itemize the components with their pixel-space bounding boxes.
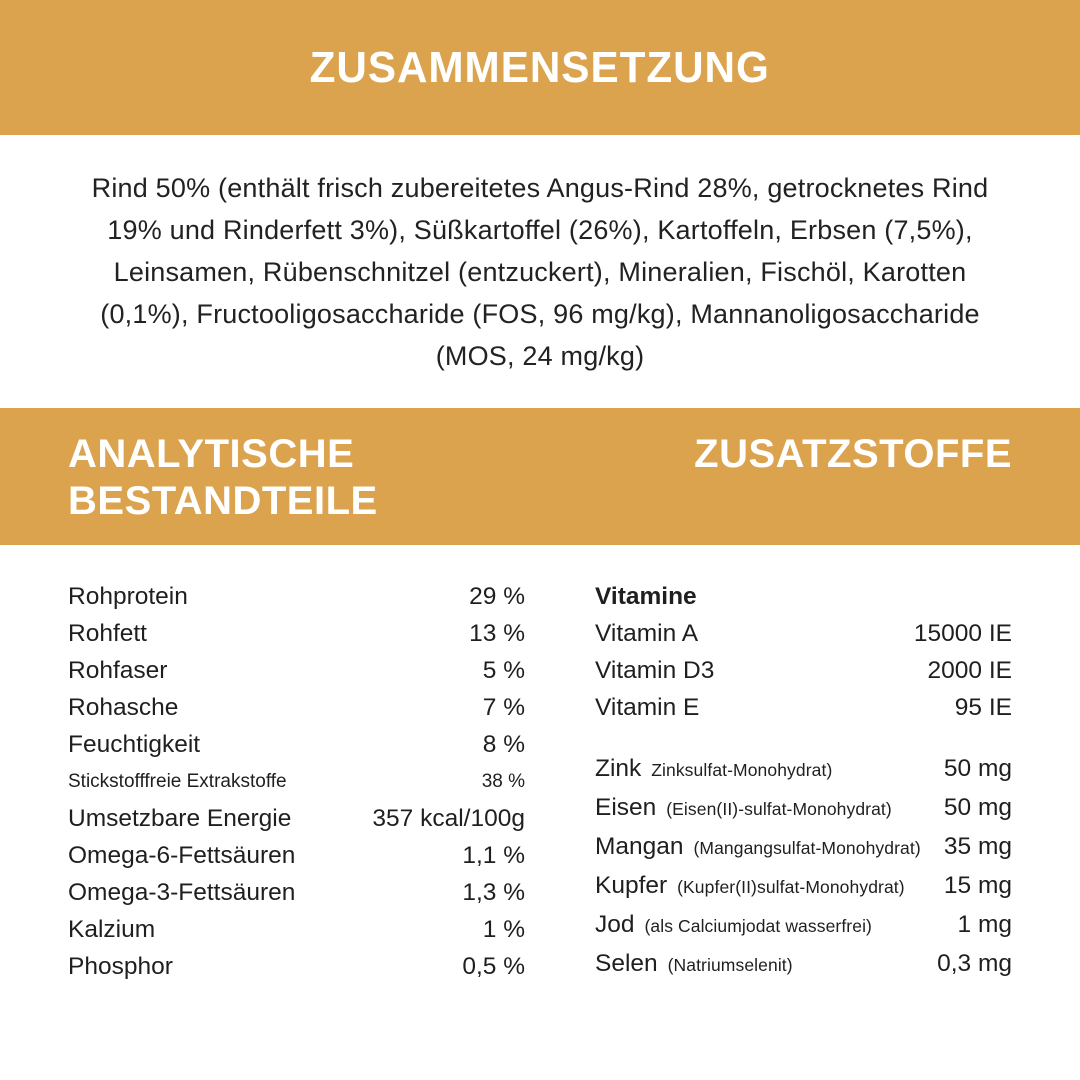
table-row: Omega-3-Fettsäuren 1,3 %: [68, 874, 525, 911]
vitamins-table: Vitamin A 15000 IE Vitamin D3 2000 IE Vitami…: [595, 615, 1012, 726]
table-row: Rohfaser 5 %: [68, 652, 525, 689]
row-value: 0,5 %: [462, 953, 525, 980]
row-label: Eisen (Eisen(II)-sulfat-Monohydrat): [595, 794, 892, 821]
row-value: 50 mg: [943, 794, 1012, 821]
row-value: 7 %: [482, 694, 525, 721]
table-row: Vitamin A 15000 IE: [595, 615, 1012, 652]
table-row: Rohprotein 29 %: [68, 578, 525, 615]
row-sublabel: (Kupfer(II)sulfat-Monohydrat): [667, 877, 905, 897]
analytical-title-line2: BESTANDTEILE: [68, 479, 378, 523]
row-sublabel: (Eisen(II)-sulfat-Monohydrat): [656, 799, 892, 819]
row-label: Rohprotein: [68, 583, 188, 610]
row-label: Mangan (Mangangsulfat-Monohydrat): [595, 833, 921, 860]
table-row: Jod (als Calciumjodat wasserfrei) 1 mg: [595, 906, 1012, 945]
row-sublabel: Zinksulfat-Monohydrat): [641, 760, 833, 780]
row-label: Vitamin A: [595, 620, 699, 647]
composition-section: Rind 50% (enthält frisch zubereitetes An…: [0, 135, 1080, 408]
table-row: Omega-6-Fettsäuren 1,1 %: [68, 837, 525, 874]
row-label: Kalzium: [68, 916, 156, 943]
row-label: Zink Zinksulfat-Monohydrat): [595, 755, 833, 782]
table-row: Zink Zinksulfat-Monohydrat) 50 mg: [595, 750, 1012, 789]
analytical-components-title: ANALYTISCHE BESTANDTEILE: [68, 431, 378, 525]
row-label: Vitamin D3: [595, 657, 715, 684]
row-value: 0,3 mg: [937, 950, 1012, 977]
table-row: Vitamin D3 2000 IE: [595, 652, 1012, 689]
row-label: Selen (Natriumselenit): [595, 950, 793, 977]
additives-title: ZUSATZSTOFFE: [694, 432, 1012, 476]
row-value: 35 mg: [943, 833, 1012, 860]
table-row: Eisen (Eisen(II)-sulfat-Monohydrat) 50 mg: [595, 789, 1012, 828]
row-label: Omega-3-Fettsäuren: [68, 879, 296, 906]
row-value: 357 kcal/100g: [372, 805, 525, 832]
row-value: 5 %: [482, 657, 525, 684]
table-row: Selen (Natriumselenit) 0,3 mg: [595, 945, 1012, 984]
row-sublabel: (Mangangsulfat-Monohydrat): [683, 838, 921, 858]
row-label: Umsetzbare Energie: [68, 805, 292, 832]
row-label: Feuchtigkeit: [68, 731, 201, 758]
table-row: Phosphor 0,5 %: [68, 948, 525, 985]
table-row: Vitamin E 95 IE: [595, 689, 1012, 726]
row-value: 8 %: [482, 731, 525, 758]
row-value: 38 %: [481, 771, 525, 792]
row-sublabel: (als Calciumjodat wasserfrei): [634, 916, 872, 936]
row-value: 15000 IE: [913, 620, 1012, 647]
composition-title: ZUSAMMENSETZUNG: [309, 42, 771, 92]
row-label: Stickstofffreie Extrakstoffe: [68, 771, 287, 792]
row-label: Omega-6-Fettsäuren: [68, 842, 296, 869]
row-label: Rohfett: [68, 620, 147, 647]
row-value: 1 mg: [957, 911, 1012, 938]
row-value: 13 %: [469, 620, 525, 647]
table-row: Umsetzbare Energie 357 kcal/100g: [68, 800, 525, 837]
row-label: Kupfer (Kupfer(II)sulfat-Monohydrat): [595, 872, 905, 899]
column-gap: [525, 578, 595, 985]
table-row: Kupfer (Kupfer(II)sulfat-Monohydrat) 15 m…: [595, 867, 1012, 906]
row-value: 29 %: [469, 583, 525, 610]
row-label: Rohfaser: [68, 657, 168, 684]
table-row: Mangan (Mangangsulfat-Monohydrat) 35 mg: [595, 828, 1012, 867]
vitamins-header: Vitamine: [595, 583, 697, 610]
row-value: 15 mg: [943, 872, 1012, 899]
row-label: Phosphor: [68, 953, 173, 980]
row-value: 50 mg: [943, 755, 1012, 782]
row-value: 1 %: [482, 916, 525, 943]
table-row: Rohfett 13 %: [68, 615, 525, 652]
table-row: Feuchtigkeit 8 %: [68, 726, 525, 763]
table-row: Kalzium 1 %: [68, 911, 525, 948]
composition-text: Rind 50% (enthält frisch zubereitetes An…: [91, 172, 989, 371]
composition-banner: ZUSAMMENSETZUNG: [0, 0, 1080, 135]
analytical-title-line1: ANALYTISCHE: [68, 432, 355, 476]
additives-table: Vitamine Vitamin A 15000 IE Vitamin D3 2000…: [595, 578, 1012, 985]
row-value: 1,3 %: [462, 879, 525, 906]
row-sublabel: (Natriumselenit): [657, 955, 793, 975]
table-row: Rohasche 7 %: [68, 689, 525, 726]
analytical-components-table: Rohprotein 29 % Rohfett 13 % Rohfaser 5 % Roha…: [68, 578, 525, 985]
row-label: Rohasche: [68, 694, 179, 721]
row-value: 1,1 %: [462, 842, 525, 869]
row-value: 95 IE: [954, 694, 1012, 721]
minerals-table: Zink Zinksulfat-Monohydrat) 50 mg Eisen (E…: [595, 750, 1012, 984]
row-value: 2000 IE: [927, 657, 1012, 684]
row-label: Jod (als Calciumjodat wasserfrei): [595, 911, 872, 938]
table-row: Stickstofffreie Extrakstoffe 38 %: [68, 763, 525, 800]
row-label: Vitamin E: [595, 694, 700, 721]
section-headers-banner: ANALYTISCHE BESTANDTEILE ZUSATZSTOFFE: [0, 408, 1080, 545]
data-columns: Rohprotein 29 % Rohfett 13 % Rohfaser 5 % Roha…: [0, 545, 1080, 985]
